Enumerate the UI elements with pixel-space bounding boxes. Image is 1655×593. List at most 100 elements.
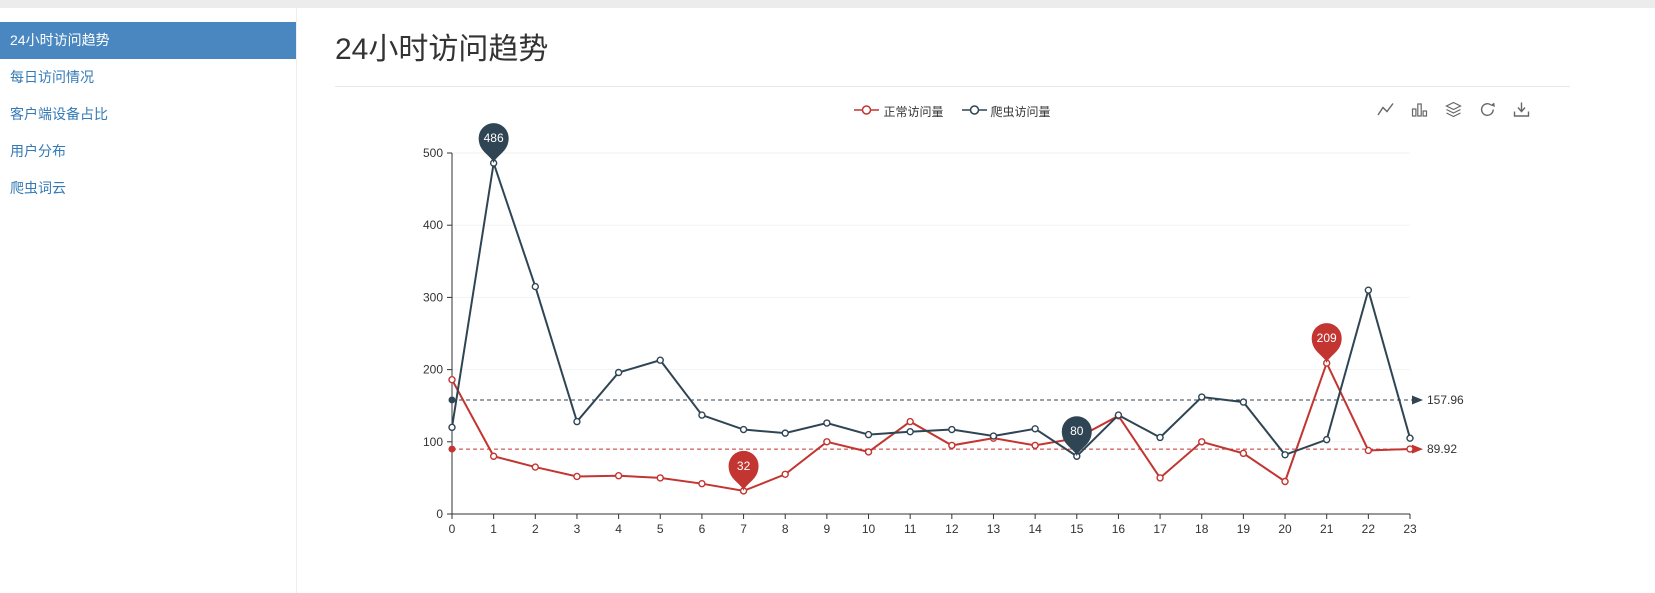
markpoint-max: 486 — [478, 123, 509, 164]
data-point[interactable] — [739, 425, 748, 434]
data-point[interactable] — [864, 430, 873, 439]
data-point[interactable] — [1156, 474, 1164, 482]
data-point[interactable] — [948, 441, 956, 450]
sidebar-item-client-devices[interactable]: 客户端设备占比 — [10, 106, 108, 122]
x-tick-label: 22 — [1362, 522, 1376, 536]
data-point[interactable] — [448, 423, 456, 432]
data-point[interactable] — [948, 425, 956, 434]
x-tick-label: 19 — [1237, 522, 1251, 536]
data-point[interactable] — [1198, 438, 1206, 446]
y-tick-label: 0 — [436, 507, 443, 521]
data-point[interactable] — [1031, 425, 1039, 433]
data-point[interactable] — [698, 479, 706, 488]
magictype-line-icon[interactable] — [1377, 101, 1394, 118]
data-point[interactable] — [1364, 446, 1373, 455]
data-point[interactable] — [573, 472, 581, 481]
trend-chart-container: 0 100 200 300 400 500 0 1 2 3 4 5 6 7 8 9 10 11 12 13 14 15 16… — [335, 91, 1570, 579]
top-strip — [0, 0, 1655, 8]
markpoint-min: 80 — [1061, 416, 1092, 457]
data-point[interactable] — [781, 470, 789, 478]
sidebar-item-user-distribution[interactable]: 用户分布 — [10, 143, 66, 159]
y-tick-label: 500 — [423, 146, 443, 160]
avg-markline-label: 157.96 — [1427, 393, 1464, 407]
legend-line-circle-icon — [961, 104, 987, 119]
chart-toolbox — [1377, 101, 1530, 118]
x-tick-label: 7 — [740, 522, 747, 536]
chart-legend: 正常访问量 爬虫访问量 — [335, 103, 1570, 120]
series-line[interactable] — [451, 360, 1411, 492]
markpoint-label: 80 — [1070, 424, 1084, 438]
data-point[interactable] — [489, 452, 498, 460]
legend-line-circle-icon — [854, 104, 880, 119]
download-icon[interactable] — [1513, 101, 1530, 118]
x-tick-label: 2 — [532, 522, 539, 536]
markpoint-label: 209 — [1317, 331, 1337, 345]
x-tick-label: 13 — [987, 522, 1001, 536]
data-point[interactable] — [573, 417, 581, 426]
restore-icon[interactable] — [1479, 101, 1496, 118]
avg-markline-start-dot — [448, 396, 456, 404]
x-tick-label: 1 — [490, 522, 497, 536]
data-point[interactable] — [864, 448, 873, 456]
data-point[interactable] — [1198, 393, 1206, 401]
data-point[interactable] — [1156, 433, 1164, 442]
sidebar-item-crawler-wordcloud[interactable]: 爬虫词云 — [10, 180, 66, 196]
legend-label-normal-visits: 正常访问量 — [883, 105, 944, 119]
data-point[interactable] — [823, 419, 831, 427]
magictype-stack-icon[interactable] — [1445, 101, 1462, 118]
data-point[interactable] — [614, 472, 623, 480]
data-point[interactable] — [1406, 434, 1414, 442]
data-point[interactable] — [781, 429, 789, 437]
legend-item-crawler-visits[interactable]: 爬虫访问量 — [961, 103, 1051, 120]
x-tick-label: 8 — [782, 522, 789, 536]
data-point[interactable] — [906, 417, 914, 426]
data-point[interactable] — [698, 411, 706, 419]
sidebar: 24小时访问趋势 每日访问情况 客户端设备占比 用户分布 爬虫词云 — [0, 8, 297, 593]
data-point[interactable] — [906, 427, 914, 436]
x-tick-label: 21 — [1320, 522, 1334, 536]
data-point[interactable] — [1281, 451, 1289, 459]
data-point[interactable] — [531, 463, 540, 471]
data-point[interactable] — [1322, 435, 1331, 444]
data-point[interactable] — [1406, 445, 1414, 453]
y-tick-label: 100 — [423, 435, 443, 449]
legend-label-crawler-visits: 爬虫访问量 — [990, 105, 1051, 119]
data-point[interactable] — [656, 474, 664, 482]
data-point[interactable] — [1239, 398, 1248, 406]
y-tick-label: 300 — [423, 290, 443, 304]
data-point[interactable] — [823, 438, 831, 446]
x-tick-label: 6 — [699, 522, 706, 536]
x-tick-label: 11 — [904, 522, 917, 536]
magictype-bar-icon[interactable] — [1411, 101, 1428, 118]
data-point[interactable] — [656, 356, 664, 364]
x-tick-label: 9 — [824, 522, 831, 536]
legend-item-normal-visits[interactable]: 正常访问量 — [854, 103, 944, 120]
x-tick-label: 0 — [449, 522, 456, 536]
data-point[interactable] — [614, 368, 623, 377]
data-point[interactable] — [989, 432, 998, 440]
data-point[interactable] — [1281, 477, 1289, 486]
data-point[interactable] — [1114, 411, 1123, 419]
x-tick-label: 4 — [615, 522, 622, 536]
title-divider — [335, 86, 1570, 87]
x-tick-label: 10 — [862, 522, 876, 536]
data-point[interactable] — [1364, 286, 1373, 294]
x-tick-label: 16 — [1112, 522, 1126, 536]
markpoint-label: 486 — [484, 131, 504, 145]
avg-markline-start-dot — [448, 445, 456, 453]
sidebar-item-daily-visits[interactable]: 每日访问情况 — [10, 69, 94, 85]
data-point[interactable] — [1239, 449, 1248, 458]
x-tick-label: 3 — [574, 522, 581, 536]
sidebar-item-24h-trend[interactable]: 24小时访问趋势 — [0, 22, 296, 59]
x-tick-label: 17 — [1153, 522, 1167, 536]
x-tick-label: 18 — [1195, 522, 1209, 536]
markpoint-label: 32 — [737, 459, 751, 473]
series-line[interactable] — [451, 162, 1411, 458]
data-point[interactable] — [448, 376, 456, 384]
x-tick-label: 14 — [1028, 522, 1042, 536]
data-point[interactable] — [1031, 441, 1039, 450]
data-point[interactable] — [531, 282, 540, 291]
x-tick-label: 20 — [1278, 522, 1292, 536]
y-tick-label: 400 — [423, 218, 443, 232]
